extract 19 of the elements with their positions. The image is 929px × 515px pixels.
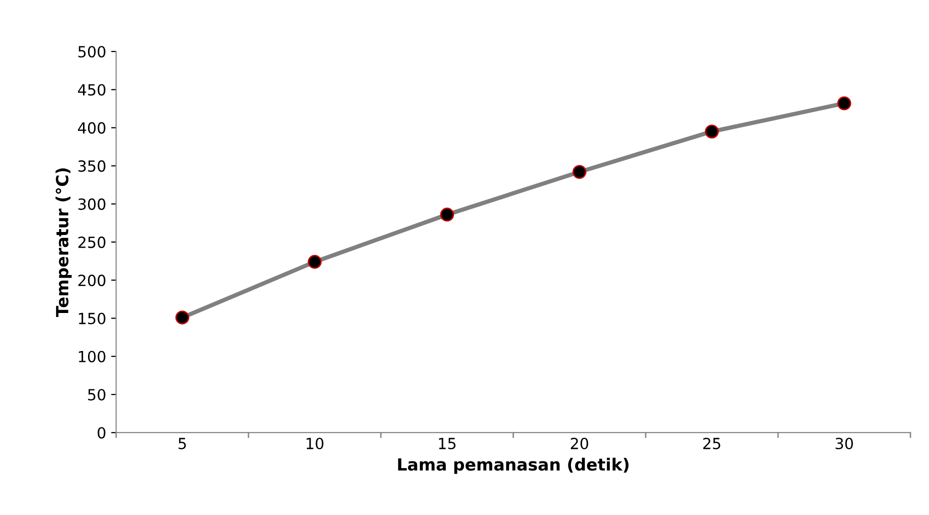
- x-tick-label: 25: [703, 438, 720, 450]
- x-tick-label: 5: [178, 438, 186, 450]
- y-tick-label: 150: [78, 312, 106, 324]
- y-tick-label: 250: [78, 236, 106, 248]
- x-tick-label: 30: [836, 438, 853, 450]
- y-tick-label: 300: [78, 198, 106, 210]
- x-tick-label: 10: [306, 438, 324, 450]
- y-tick-label: 200: [78, 274, 106, 286]
- y-tick-label: 100: [78, 350, 106, 362]
- y-tick-label: 500: [78, 46, 106, 58]
- x-tick-label: 15: [439, 438, 456, 450]
- y-tick-label: 50: [88, 388, 106, 401]
- y-tick-label: 350: [78, 160, 106, 172]
- y-tick-label: 0: [98, 427, 106, 439]
- x-axis-title: Lama pemanasan (detik): [398, 458, 628, 474]
- x-tick-label: 20: [570, 438, 588, 450]
- y-axis-title: Temperatur (°C): [56, 168, 72, 318]
- y-tick-label: 400: [78, 122, 106, 134]
- y-tick-label: 450: [78, 84, 106, 96]
